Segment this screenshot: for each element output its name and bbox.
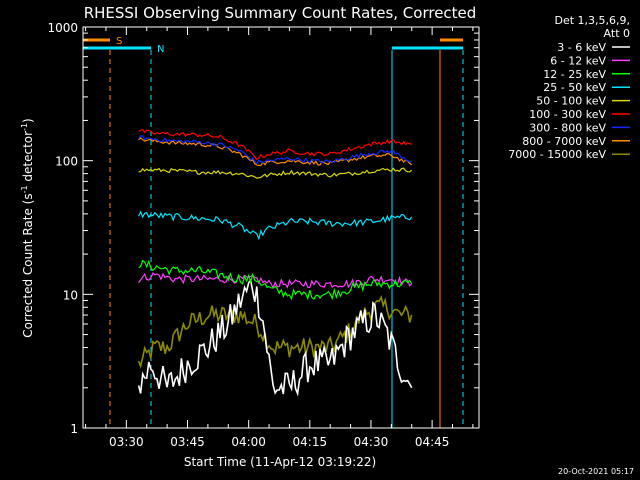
- chart-title: RHESSI Observing Summary Count Rates, Co…: [84, 4, 477, 22]
- series-lines: [137, 128, 413, 397]
- x-tick-label: 04:30: [354, 435, 389, 449]
- x-axis-label: Start Time (11-Apr-12 03:19:22): [184, 455, 376, 469]
- x-tick-label: 04:15: [293, 435, 328, 449]
- plot-frame: [82, 26, 480, 429]
- flag-label-n: N: [157, 44, 164, 55]
- legend-label: 300 - 800 keV: [529, 121, 606, 134]
- series-line: [138, 210, 413, 241]
- footer-date: 20-Oct-2021 05:17: [558, 467, 634, 476]
- x-axis: 03:30 03:45 04:00 04:15 04:30 04:45: [85, 27, 474, 449]
- legend-label: 6 - 12 keV: [550, 54, 606, 67]
- y-tick-label: 1: [70, 422, 78, 436]
- series-line: [137, 278, 413, 397]
- x-tick-label: 03:30: [109, 435, 144, 449]
- legend-label: 50 - 100 keV: [536, 95, 606, 108]
- series-line: [138, 272, 413, 289]
- x-tick-label: 04:00: [231, 435, 266, 449]
- series-line: [138, 135, 412, 165]
- y-tick-label: 10: [63, 288, 78, 302]
- legend-label: 25 - 50 keV: [543, 81, 606, 94]
- series-line: [138, 136, 413, 167]
- y-axis-label: Corrected Count Rate (s-1 detector-1): [20, 118, 35, 337]
- legend-label: 800 - 7000 keV: [522, 135, 606, 148]
- legend-header-line1: Det 1,3,5,6,9,: [554, 14, 630, 27]
- x-tick-label: 04:45: [415, 435, 450, 449]
- flag-marker-lines: [109, 50, 464, 428]
- series-line: [138, 128, 412, 161]
- y-tick-label: 100: [55, 155, 78, 169]
- series-line: [138, 259, 413, 301]
- x-tick-label: 03:45: [170, 435, 205, 449]
- legend-label: 3 - 6 keV: [557, 41, 606, 54]
- series-line: [137, 295, 413, 369]
- legend-label: 7000 - 15000 keV: [508, 148, 606, 161]
- flag-label-s: S: [116, 36, 122, 47]
- legend-label: 12 - 25 keV: [543, 68, 606, 81]
- legend-header-line2: Att 0: [604, 27, 630, 40]
- y-axis: 1 10 100 1000: [47, 21, 479, 436]
- y-tick-label: 1000: [47, 21, 78, 35]
- series-line: [138, 167, 413, 179]
- legend-label: 100 - 300 keV: [529, 108, 606, 121]
